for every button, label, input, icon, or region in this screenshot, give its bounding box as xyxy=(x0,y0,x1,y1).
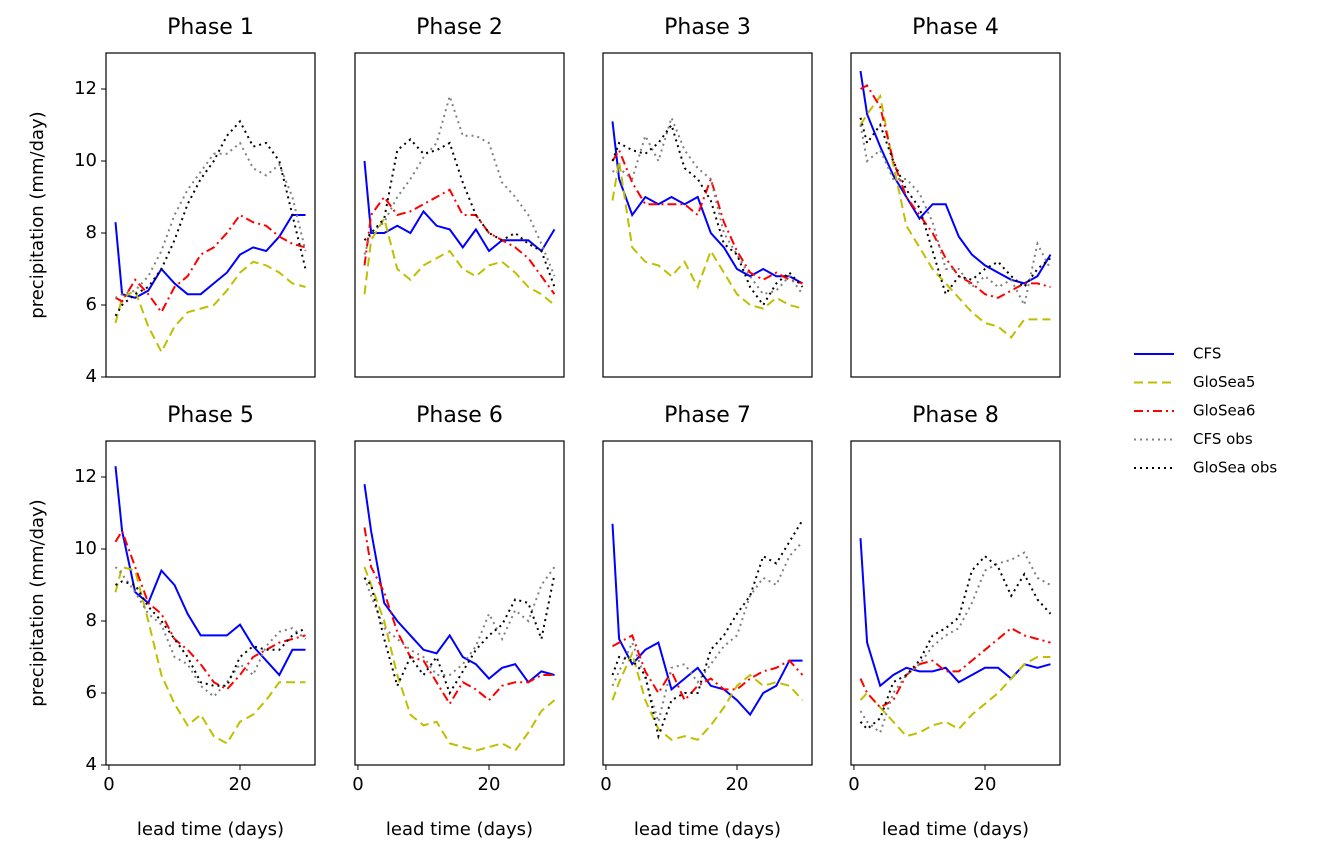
series-line xyxy=(363,566,556,752)
x-axis-label: lead time (days) xyxy=(634,819,781,840)
series-line xyxy=(611,541,804,726)
series-line xyxy=(612,114,804,296)
series-line xyxy=(612,633,804,702)
axes-frame xyxy=(850,440,1061,766)
series-line xyxy=(115,213,306,315)
series-line xyxy=(860,84,1051,299)
x-tick-label: 20 xyxy=(229,774,252,795)
legend-label: GloSea obs xyxy=(1193,459,1277,477)
series-line xyxy=(859,117,1052,297)
panel-title: Phase 8 xyxy=(912,403,999,428)
series-line xyxy=(859,538,1051,688)
panel-title: Phase 7 xyxy=(664,403,751,428)
series-line xyxy=(859,124,1052,308)
series-line xyxy=(859,554,1052,731)
x-tick-label: 0 xyxy=(600,774,611,795)
series-line xyxy=(114,528,306,691)
series-line xyxy=(859,551,1051,735)
series-line xyxy=(859,93,1051,339)
series-line xyxy=(611,160,803,310)
y-tick-label: 12 xyxy=(74,78,97,99)
x-tick-label: 0 xyxy=(352,774,363,795)
series-line xyxy=(114,566,307,698)
series-line xyxy=(363,188,556,295)
y-tick-label: 8 xyxy=(86,222,97,243)
panel-title: Phase 1 xyxy=(167,15,254,40)
y-axis-label: precipitation (mm/day) xyxy=(27,111,48,318)
x-axis-label: lead time (days) xyxy=(137,819,284,840)
panel-title: Phase 4 xyxy=(912,15,999,40)
series-line xyxy=(859,70,1052,285)
legend-label: GloSea5 xyxy=(1193,373,1255,391)
legend-label: CFS obs xyxy=(1193,430,1253,448)
x-tick-label: 0 xyxy=(848,774,859,795)
axes-frame xyxy=(105,52,316,378)
axes-frame xyxy=(850,52,1061,378)
panel-title: Phase 5 xyxy=(167,403,254,428)
y-tick-label: 12 xyxy=(74,466,97,487)
y-tick-label: 6 xyxy=(86,682,97,703)
y-tick-label: 10 xyxy=(74,150,97,171)
series-line xyxy=(363,216,556,306)
series-line xyxy=(114,214,306,299)
axes-frame xyxy=(105,440,316,766)
x-tick-label: 0 xyxy=(103,774,114,795)
series-line xyxy=(114,466,306,677)
y-tick-label: 4 xyxy=(86,754,97,775)
y-axis-label: precipitation (mm/day) xyxy=(27,499,48,706)
axes-frame xyxy=(354,52,565,378)
series-line xyxy=(114,119,307,317)
series-line xyxy=(115,141,307,299)
axes-frame xyxy=(602,52,813,378)
y-tick-label: 4 xyxy=(86,366,97,387)
series-line xyxy=(363,527,555,706)
series-line xyxy=(859,626,1051,709)
x-tick-label: 20 xyxy=(478,774,501,795)
series-line xyxy=(363,574,556,696)
x-tick-label: 20 xyxy=(726,774,749,795)
panel-title: Phase 6 xyxy=(416,403,503,428)
series-line xyxy=(611,147,803,285)
series-line xyxy=(611,519,804,740)
y-tick-label: 8 xyxy=(86,610,97,631)
series-line xyxy=(611,121,803,285)
y-tick-label: 6 xyxy=(86,294,97,315)
x-axis-label: lead time (days) xyxy=(882,819,1029,840)
series-line xyxy=(611,122,804,307)
axes-frame xyxy=(354,440,565,766)
y-tick-label: 10 xyxy=(74,538,97,559)
axes-frame xyxy=(602,440,813,766)
legend-label: CFS xyxy=(1193,345,1221,363)
legend-label: GloSea6 xyxy=(1193,402,1255,420)
series-line xyxy=(363,92,556,277)
series-line xyxy=(611,650,804,741)
x-axis-label: lead time (days) xyxy=(386,819,533,840)
series-line xyxy=(859,656,1051,738)
panel-title: Phase 3 xyxy=(664,15,751,40)
series-line xyxy=(363,160,556,253)
panel-title: Phase 2 xyxy=(416,15,503,40)
x-tick-label: 20 xyxy=(974,774,997,795)
series-line xyxy=(363,138,556,288)
series-line xyxy=(115,580,306,687)
series-line xyxy=(363,484,555,684)
series-line xyxy=(114,260,306,354)
series-line xyxy=(611,523,803,717)
